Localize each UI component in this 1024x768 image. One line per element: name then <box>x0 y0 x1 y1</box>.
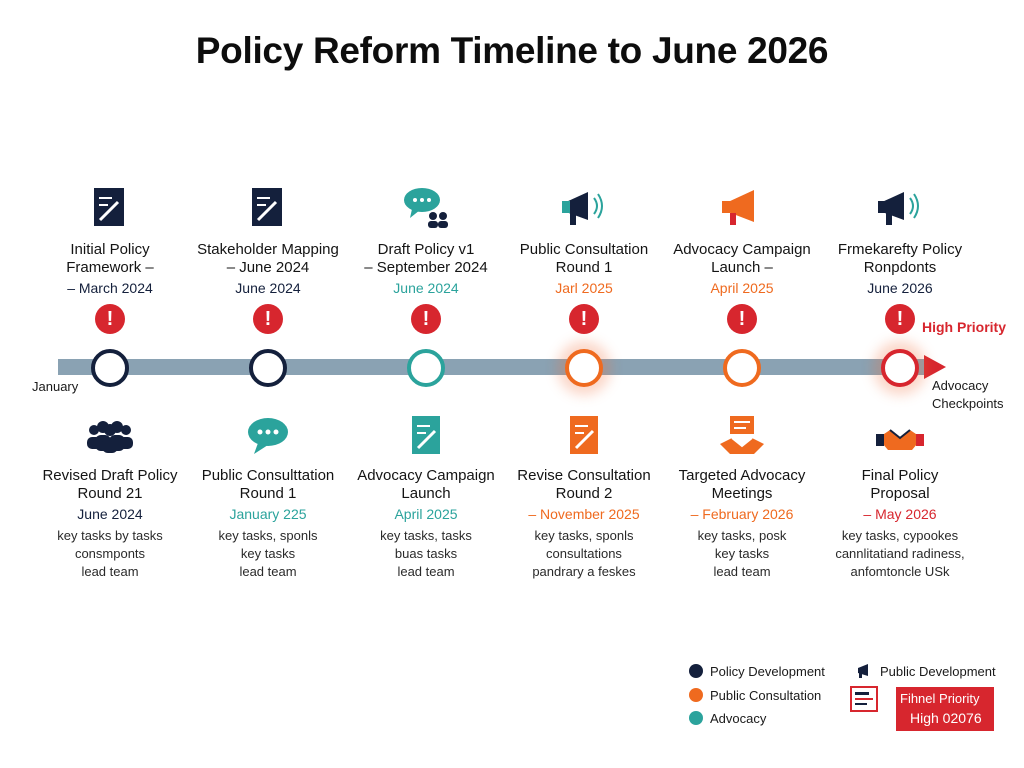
milestone-bottom-4-desc: key tasks, sponls consultations pandrary a… <box>532 528 636 579</box>
document-check-icon <box>412 416 440 454</box>
milestone-bottom-6-date: – May 2026 <box>863 506 937 522</box>
timeline-node-6[interactable] <box>881 349 919 387</box>
milestone-top-5-date: April 2025 <box>710 280 774 296</box>
legend-advocacy-dot <box>689 711 703 725</box>
page-title: Policy Reform Timeline to June 2026 <box>195 30 829 71</box>
milestone-bottom-1-desc: key tasks by tasks consmponts lead team <box>57 528 163 579</box>
priority-box: Fihnel Priority High 02076 <box>896 687 994 731</box>
milestone-top-3-date: June 2024 <box>393 280 459 296</box>
milestone-bottom-4-date: – November 2025 <box>528 506 640 522</box>
milestone-top-3-title: Draft Policy v1– September 2024 <box>364 241 488 276</box>
legend-policy-label: Policy Development <box>710 664 825 679</box>
milestone-bottom-2-desc: key tasks, sponls key tasks lead team <box>218 528 318 579</box>
legend-consultation-label: Public Consultation <box>710 688 822 703</box>
timeline-node-3[interactable] <box>407 349 445 387</box>
milestone-bottom-3-desc: key tasks, tasks buas tasks lead team <box>380 528 472 579</box>
milestone-bottom-6-desc: key tasks, cypookes cannlitatiand radines… <box>835 528 965 579</box>
priority-box-value: High 02076 <box>910 710 982 726</box>
alert-icon: ! <box>411 304 441 334</box>
priority-box-title: Fihnel Priority <box>900 691 980 706</box>
alert-icon: ! <box>727 304 757 334</box>
timeline-node-5[interactable] <box>723 349 761 387</box>
timeline-node-2[interactable] <box>249 349 287 387</box>
milestone-top-2-title: Stakeholder Mapping – June 2024 <box>197 241 339 276</box>
alert-icon: ! <box>885 304 915 334</box>
legend-policy-dot <box>689 664 703 678</box>
milestone-top-5-title: Advocacy Campaign Launch – <box>673 241 811 276</box>
milestone-bottom-1-date: June 2024 <box>77 506 143 522</box>
chat-people-icon <box>404 188 448 228</box>
milestone-bottom-4-title: Revise Consultation Round 2 <box>517 467 651 502</box>
milestone-bottom-5-desc: key tasks, posk key tasks lead team <box>697 528 787 579</box>
milestone-top-1-title: Initial Policy Framework – <box>66 241 154 276</box>
milestone-bottom-3-date: April 2025 <box>394 506 458 522</box>
chat-bubble-icon <box>248 418 288 454</box>
timeline-start-label: January <box>32 379 79 394</box>
document-pen-icon <box>570 416 598 454</box>
milestone-top-4-title: Public Consultation Round 1 <box>519 241 649 276</box>
milestone-bottom-2-date: January 225 <box>229 506 307 522</box>
megaphone-icon <box>858 664 868 678</box>
milestone-top-4-date: Jarl 2025 <box>555 280 613 296</box>
advocacy-checkpoints-label: Advocacy Checkpoints <box>932 378 1004 411</box>
alert-icon: ! <box>95 304 125 334</box>
milestone-top-2-date: June 2024 <box>235 280 301 296</box>
milestone-bottom-2-title: Public Consulttation Round 1 <box>201 467 335 502</box>
legend-public-development-label: Public Development <box>880 664 996 679</box>
alert-icon: ! <box>569 304 599 334</box>
milestone-top-6-date: June 2026 <box>867 280 933 296</box>
document-pen-icon <box>94 188 124 226</box>
milestone-top-6-title: Frmekarefty Policy Ronpdonts <box>837 241 963 276</box>
legend-advocacy-label: Advocacy <box>710 711 767 726</box>
timeline-node-1[interactable] <box>91 349 129 387</box>
timeline-axis <box>58 359 926 375</box>
timeline-arrow-icon <box>924 355 946 379</box>
handshake-icon <box>720 416 764 454</box>
handshake-icon <box>876 429 924 450</box>
document-pen-icon <box>252 188 282 226</box>
people-group-icon <box>87 421 133 453</box>
milestone-bottom-5-title: Targeted Advocacy Meetings <box>678 467 806 502</box>
milestone-bottom-6-title: Final Policy Proposal <box>861 467 939 502</box>
high-priority-label: High Priority <box>922 319 1007 335</box>
megaphone-icon <box>722 190 754 225</box>
milestone-bottom-1-title: Revised Draft Policy Round 21 <box>42 467 178 502</box>
megaphone-icon <box>878 192 919 225</box>
milestone-bottom-3-title: Advocacy Campaign Launch <box>357 467 495 502</box>
milestone-bottom-5-date: – February 2026 <box>690 506 794 522</box>
legend-consultation-dot <box>689 688 703 702</box>
milestone-top-1-date: – March 2024 <box>67 280 153 296</box>
megaphone-icon <box>562 192 603 225</box>
document-alert-icon <box>850 686 878 712</box>
alert-icon: ! <box>253 304 283 334</box>
timeline-node-4[interactable] <box>565 349 603 387</box>
